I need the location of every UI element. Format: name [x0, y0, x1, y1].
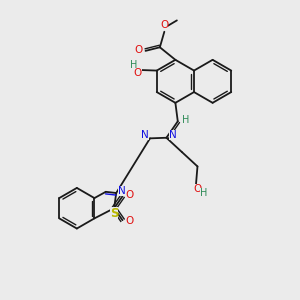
- Text: O: O: [135, 45, 143, 55]
- Text: O: O: [125, 216, 133, 226]
- Text: H: H: [200, 188, 207, 198]
- Text: H: H: [130, 61, 137, 70]
- Text: N: N: [118, 186, 126, 196]
- Text: O: O: [134, 68, 142, 78]
- Text: H: H: [182, 115, 190, 125]
- Text: O: O: [193, 184, 201, 194]
- Text: S: S: [110, 207, 118, 220]
- Text: O: O: [125, 190, 133, 200]
- Text: N: N: [169, 130, 176, 140]
- Text: N: N: [141, 130, 148, 140]
- Text: O: O: [160, 20, 169, 30]
